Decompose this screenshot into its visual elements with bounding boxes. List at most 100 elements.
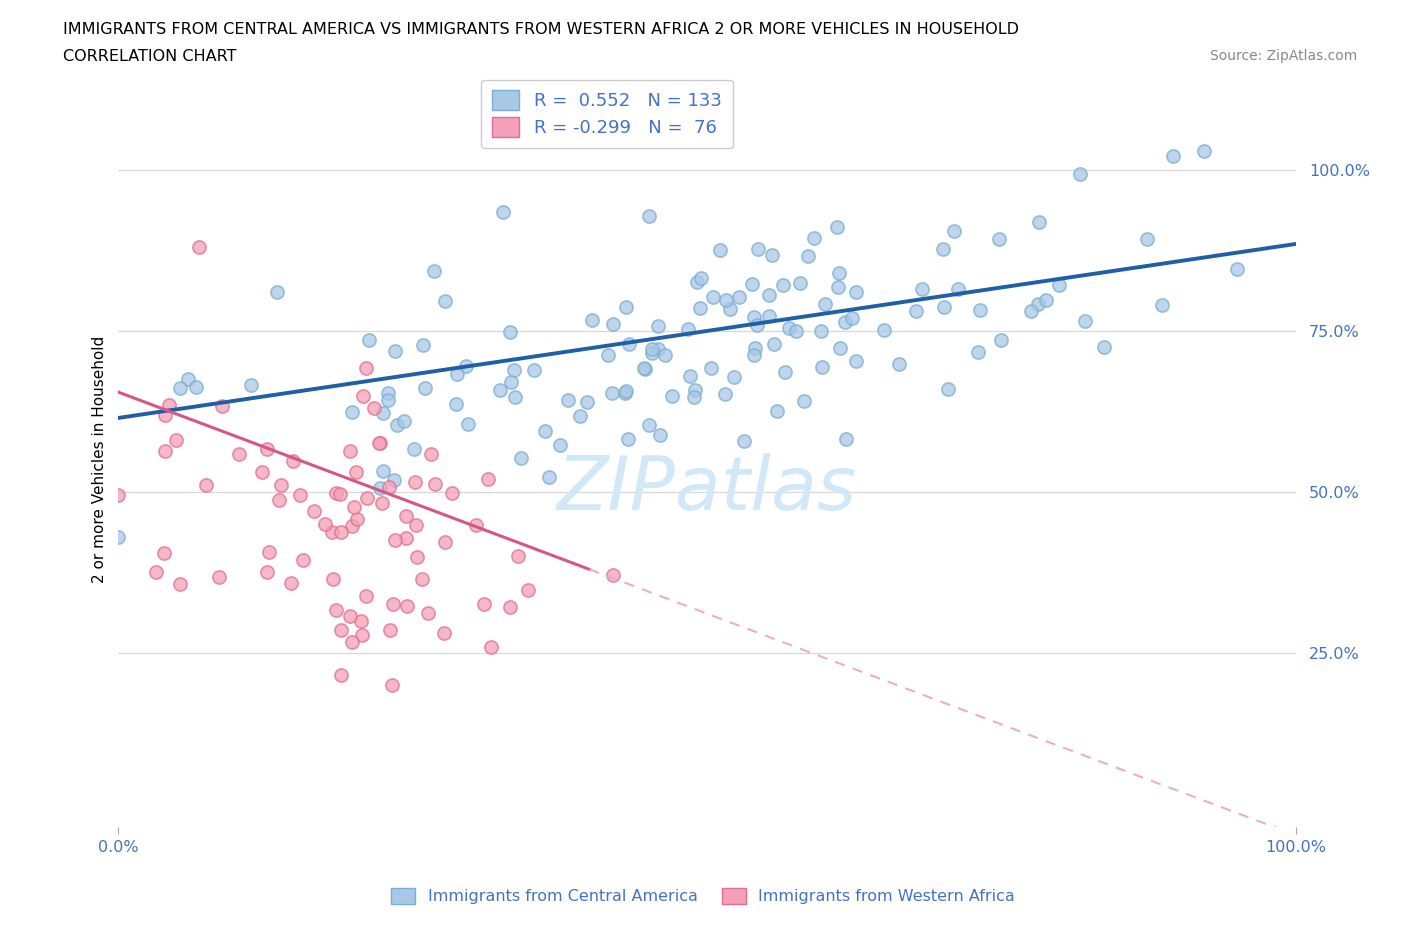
- Point: [834, 314, 856, 329]
- Point: [472, 596, 495, 611]
- Point: [1150, 297, 1173, 312]
- Point: [413, 380, 436, 395]
- Point: [363, 401, 385, 416]
- Point: [845, 285, 868, 299]
- Point: [211, 399, 233, 414]
- Point: [723, 369, 745, 384]
- Point: [228, 447, 250, 462]
- Point: [533, 423, 555, 438]
- Point: [990, 332, 1012, 347]
- Point: [477, 472, 499, 486]
- Point: [342, 404, 364, 418]
- Point: [434, 294, 457, 309]
- Text: IMMIGRANTS FROM CENTRAL AMERICA VS IMMIGRANTS FROM WESTERN AFRICA 2 OR MORE VEHI: IMMIGRANTS FROM CENTRAL AMERICA VS IMMIG…: [63, 22, 1019, 37]
- Point: [785, 324, 807, 339]
- Y-axis label: 2 or more Vehicles in Household: 2 or more Vehicles in Household: [93, 336, 107, 583]
- Point: [153, 407, 176, 422]
- Point: [506, 549, 529, 564]
- Point: [841, 311, 863, 325]
- Point: [381, 678, 404, 693]
- Point: [814, 297, 837, 312]
- Point: [676, 322, 699, 337]
- Point: [387, 418, 409, 432]
- Point: [343, 500, 366, 515]
- Point: [503, 390, 526, 405]
- Point: [446, 366, 468, 381]
- Point: [281, 454, 304, 469]
- Point: [614, 383, 637, 398]
- Point: [637, 208, 659, 223]
- Point: [208, 570, 231, 585]
- Point: [634, 362, 657, 377]
- Point: [357, 333, 380, 348]
- Point: [747, 318, 769, 333]
- Point: [377, 392, 399, 407]
- Point: [339, 609, 361, 624]
- Point: [107, 488, 129, 503]
- Point: [948, 282, 970, 297]
- Point: [647, 319, 669, 334]
- Point: [344, 465, 367, 480]
- Point: [250, 464, 273, 479]
- Point: [679, 369, 702, 384]
- Point: [370, 480, 392, 495]
- Point: [614, 386, 637, 401]
- Point: [354, 361, 377, 376]
- Point: [600, 386, 623, 401]
- Point: [761, 247, 783, 262]
- Point: [339, 444, 361, 458]
- Point: [501, 375, 523, 390]
- Point: [314, 516, 336, 531]
- Point: [617, 432, 640, 446]
- Point: [145, 565, 167, 579]
- Point: [647, 342, 669, 357]
- Point: [499, 325, 522, 339]
- Point: [714, 293, 737, 308]
- Point: [758, 309, 780, 324]
- Point: [987, 232, 1010, 246]
- Point: [1019, 304, 1042, 319]
- Point: [194, 477, 217, 492]
- Point: [942, 223, 965, 238]
- Point: [537, 470, 560, 485]
- Point: [329, 668, 352, 683]
- Point: [440, 485, 463, 500]
- Point: [270, 478, 292, 493]
- Point: [845, 353, 868, 368]
- Point: [904, 303, 927, 318]
- Point: [395, 530, 418, 545]
- Point: [969, 302, 991, 317]
- Point: [661, 389, 683, 404]
- Point: [256, 565, 278, 579]
- Point: [405, 550, 427, 565]
- Point: [346, 512, 368, 527]
- Point: [169, 380, 191, 395]
- Point: [699, 361, 721, 376]
- Point: [509, 450, 531, 465]
- Point: [266, 285, 288, 299]
- Point: [713, 386, 735, 401]
- Point: [433, 626, 456, 641]
- Point: [638, 418, 661, 432]
- Point: [267, 492, 290, 507]
- Point: [1074, 313, 1097, 328]
- Point: [392, 414, 415, 429]
- Point: [371, 405, 394, 420]
- Point: [446, 396, 468, 411]
- Point: [165, 432, 187, 447]
- Point: [910, 281, 932, 296]
- Point: [352, 628, 374, 643]
- Point: [356, 589, 378, 604]
- Point: [640, 341, 662, 356]
- Point: [349, 613, 371, 628]
- Point: [602, 567, 624, 582]
- Text: Source: ZipAtlas.com: Source: ZipAtlas.com: [1209, 49, 1357, 63]
- Point: [153, 546, 176, 561]
- Point: [967, 345, 990, 360]
- Point: [557, 392, 579, 407]
- Point: [1035, 293, 1057, 308]
- Point: [835, 432, 858, 446]
- Point: [291, 552, 314, 567]
- Point: [733, 434, 755, 449]
- Point: [932, 242, 955, 257]
